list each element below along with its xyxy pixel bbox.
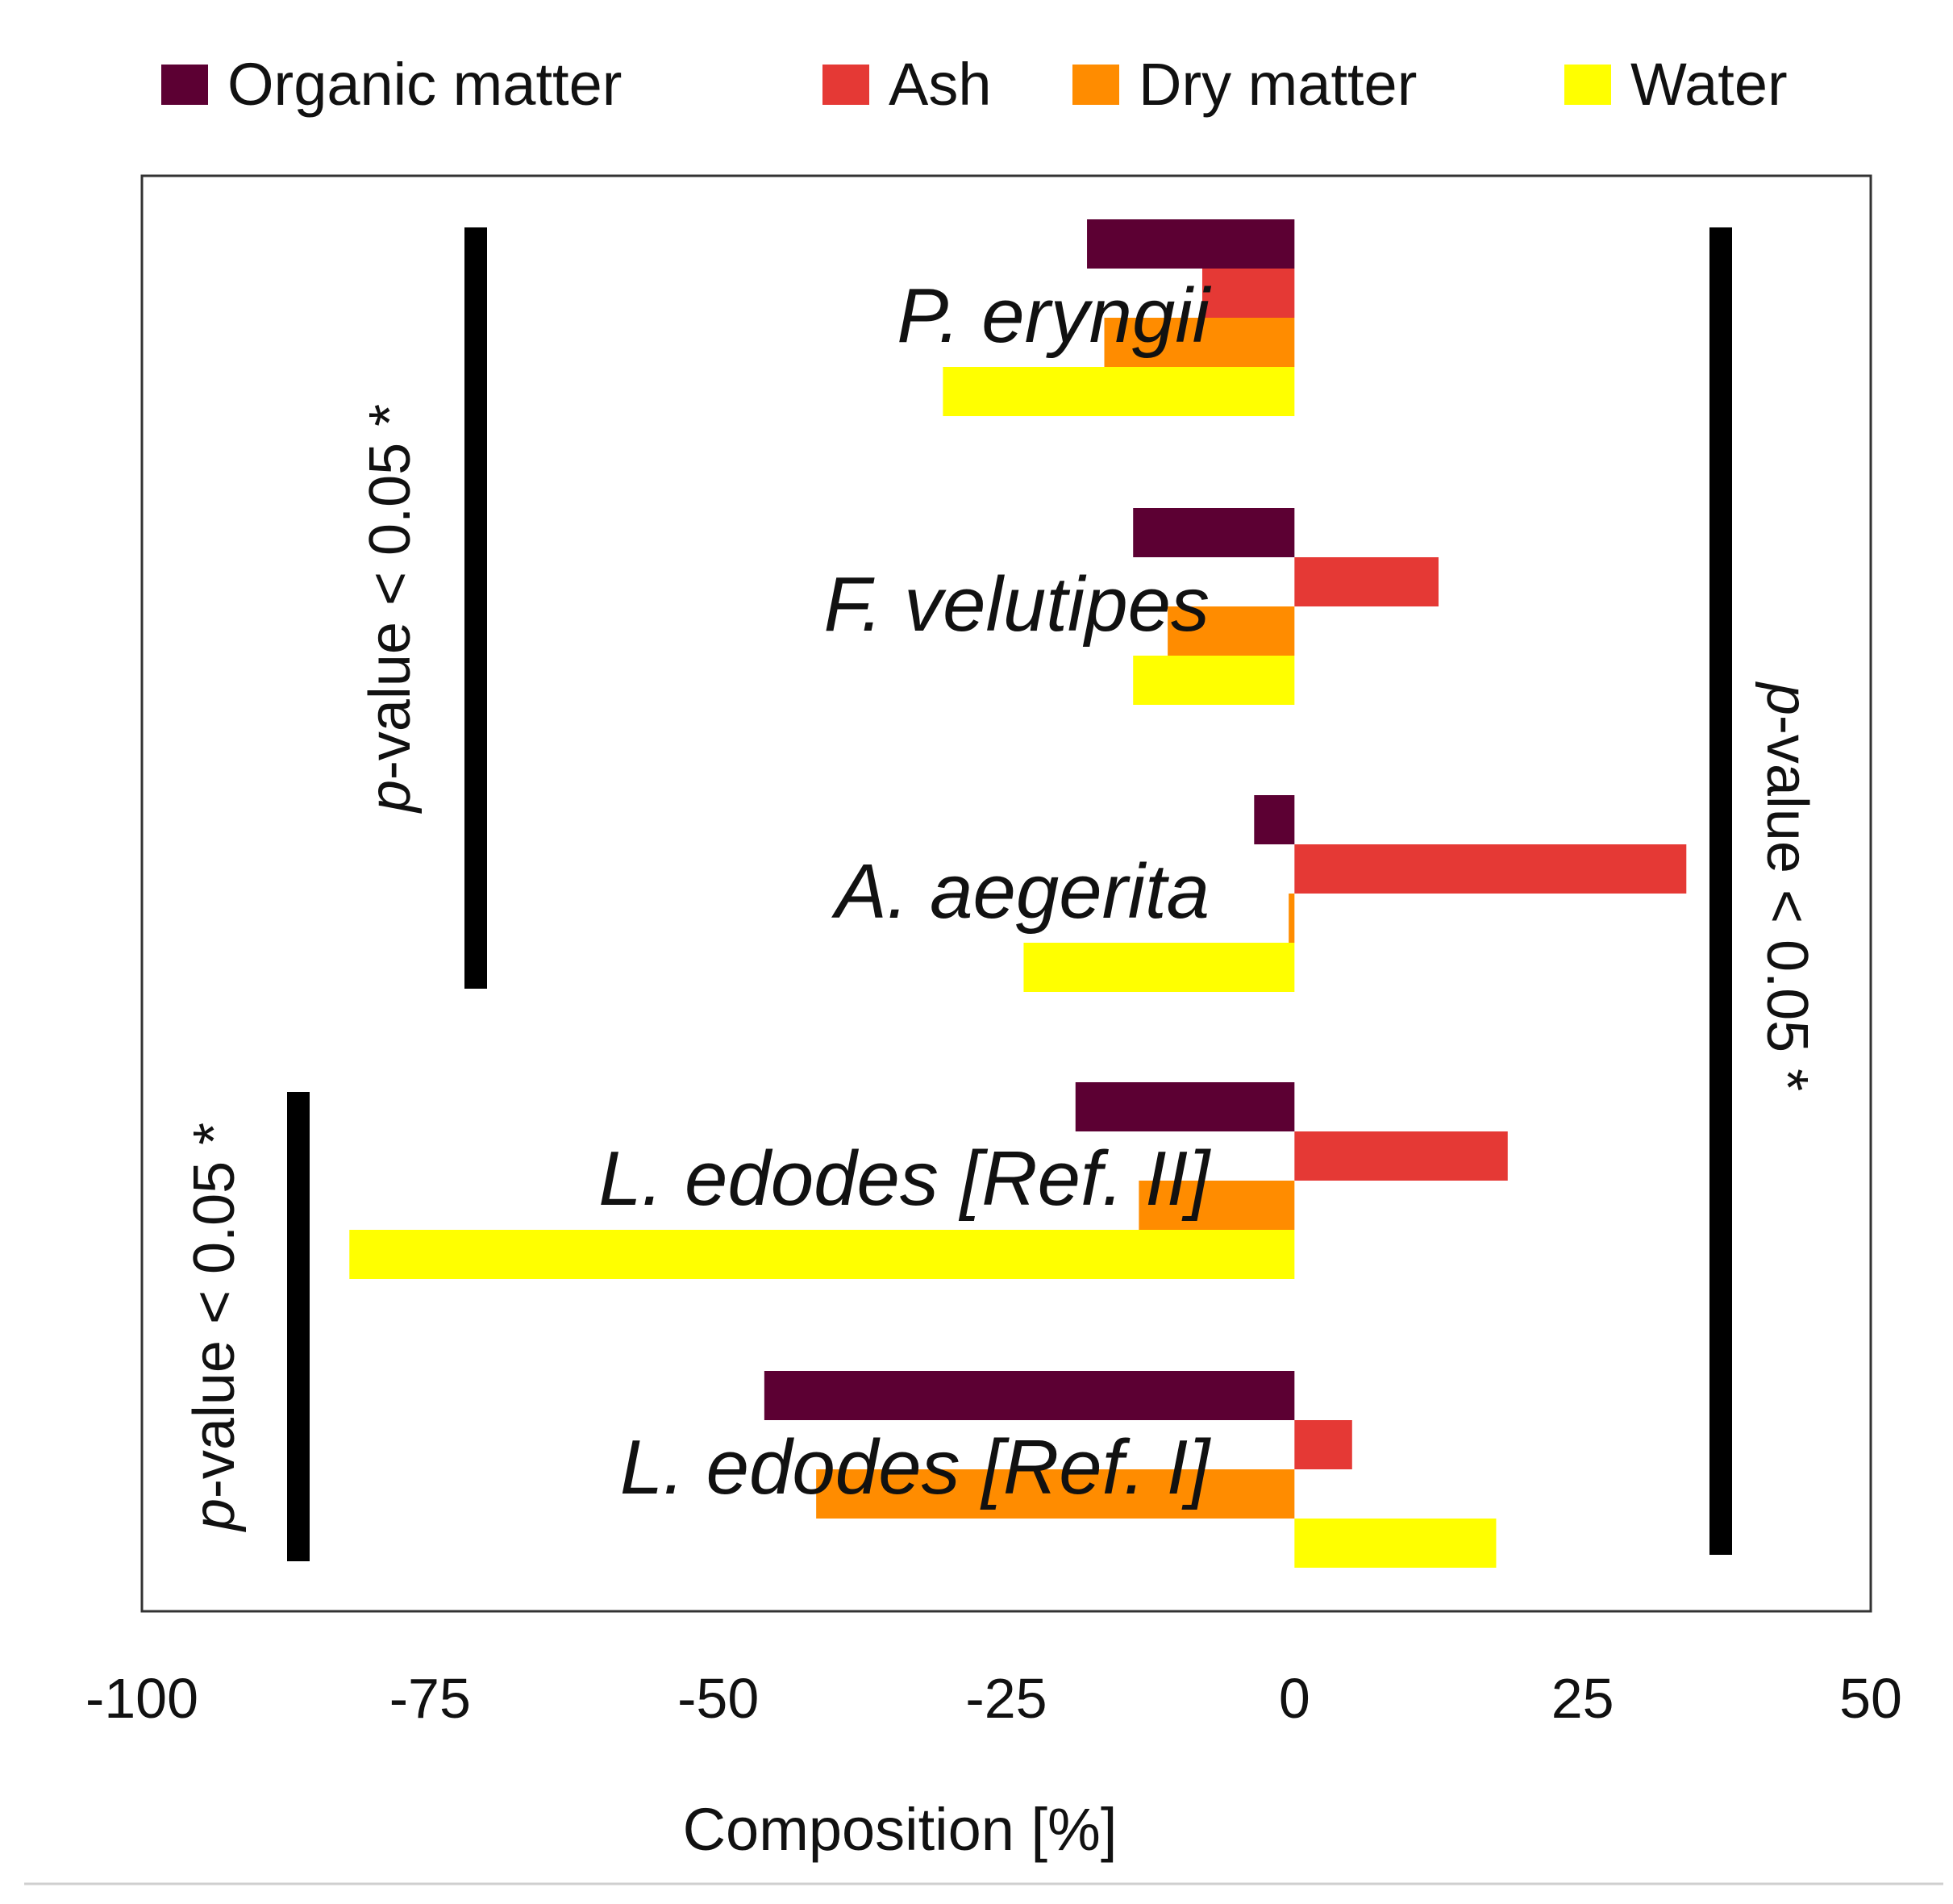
x-tick-25: 25 <box>1551 1667 1614 1730</box>
x-axis-ticks: -100 -75 -50 -25 0 25 50 <box>85 1667 1902 1730</box>
bar-l-edodes-ref-i-water <box>1294 1519 1497 1568</box>
bar-f-velutipes-dry-matter <box>1168 606 1295 656</box>
bar-a-aegerita-dry-matter <box>1289 894 1295 943</box>
x-tick-neg-50: -50 <box>677 1667 759 1730</box>
x-tick-neg-100: -100 <box>85 1667 198 1730</box>
category-label-f-velutipes: F. velutipes <box>824 561 1210 648</box>
legend-label-ash: Ash <box>889 51 992 118</box>
bar-a-aegerita-organic-matter <box>1254 795 1295 844</box>
bar-p-eryngii-water <box>943 367 1295 416</box>
sig-label-right: p-value < 0.05 * <box>1755 681 1819 1091</box>
bar-p-eryngii-ash <box>1201 269 1295 318</box>
bars-group <box>349 219 1687 1568</box>
sig-label-bottom-left: p-value < 0.05 * <box>182 1123 247 1532</box>
legend-swatch-ash <box>822 65 869 105</box>
bar-l-edodes-ref-i-dry-matter <box>816 1469 1295 1519</box>
bar-l-edodes-ref-ii-ash <box>1294 1131 1508 1181</box>
bar-l-edodes-ref-ii-water <box>349 1230 1295 1279</box>
bar-f-velutipes-ash <box>1294 557 1439 606</box>
x-axis-title: Composition [%] <box>683 1796 1118 1863</box>
legend-swatch-organic-matter <box>161 65 208 105</box>
bar-p-eryngii-organic-matter <box>1087 219 1295 269</box>
bar-f-velutipes-water <box>1133 656 1295 705</box>
x-tick-neg-75: -75 <box>389 1667 471 1730</box>
bar-f-velutipes-organic-matter <box>1133 508 1295 557</box>
legend-label-water: Water <box>1630 51 1788 118</box>
legend-swatch-dry-matter <box>1072 65 1119 105</box>
bar-a-aegerita-water <box>1023 943 1295 992</box>
legend: Organic matter Ash Dry matter Water <box>161 51 1788 118</box>
bar-p-eryngii-dry-matter <box>1104 318 1295 367</box>
bar-l-edodes-ref-i-ash <box>1294 1420 1352 1469</box>
bar-a-aegerita-ash <box>1294 844 1687 894</box>
bar-l-edodes-ref-ii-organic-matter <box>1075 1082 1295 1131</box>
category-labels: P. eryngii F. velutipes A. aegerita L. edod… <box>598 273 1211 1510</box>
bar-l-edodes-ref-i-organic-matter <box>764 1371 1295 1420</box>
significance-annotations: p-value < 0.05 * p-value < 0.05 * p-valu… <box>182 227 1819 1561</box>
category-label-a-aegerita: A. aegerita <box>831 848 1210 935</box>
sig-bar-bottom-left <box>287 1092 310 1561</box>
bar-l-edodes-ref-ii-dry-matter <box>1139 1181 1295 1230</box>
x-tick-neg-25: -25 <box>965 1667 1047 1730</box>
x-tick-0: 0 <box>1279 1667 1310 1730</box>
sig-label-top-left: p-value < 0.05 * <box>358 404 423 814</box>
legend-label-dry-matter: Dry matter <box>1139 51 1417 118</box>
plot-frame <box>140 174 1872 1613</box>
category-label-p-eryngii: P. eryngii <box>897 273 1211 359</box>
sig-bar-top-left <box>464 227 487 989</box>
x-tick-50: 50 <box>1839 1667 1902 1730</box>
legend-label-organic-matter: Organic matter <box>227 51 622 118</box>
category-label-l-edodes-ref-ii: L. edodes [Ref. II] <box>598 1135 1211 1222</box>
category-label-l-edodes-ref-i: L. edodes [Ref. I] <box>620 1424 1211 1510</box>
sig-bar-right <box>1709 227 1732 1555</box>
legend-swatch-water <box>1564 65 1611 105</box>
